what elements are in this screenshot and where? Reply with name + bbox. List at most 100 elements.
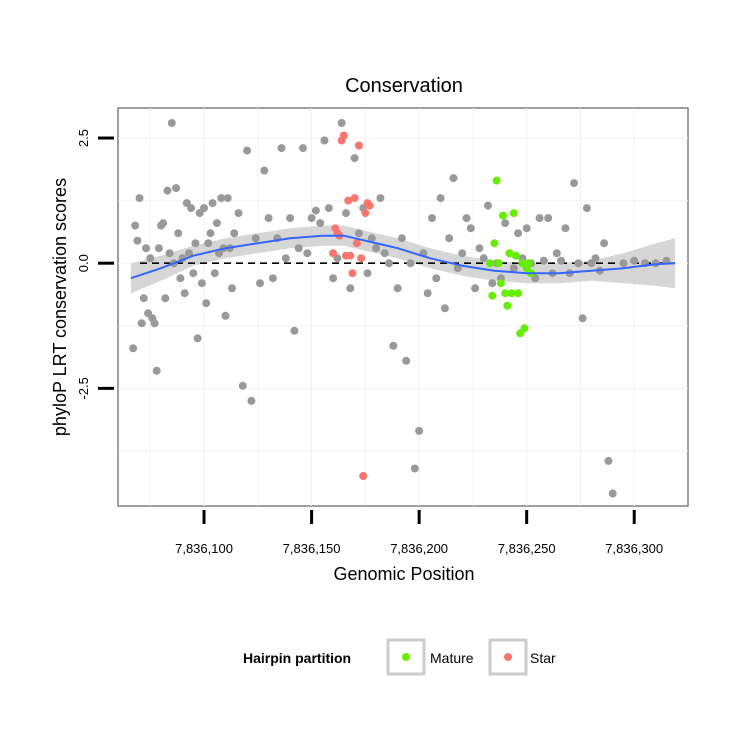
- point-other: [320, 136, 329, 145]
- point-other: [294, 244, 303, 253]
- point-other: [165, 249, 174, 258]
- point-other: [501, 219, 510, 228]
- point-star: [359, 472, 368, 480]
- point-other: [428, 214, 436, 223]
- plot-panel: [117, 107, 689, 507]
- point-other: [204, 239, 213, 248]
- point-other: [234, 209, 243, 218]
- point-other: [135, 194, 144, 203]
- point-other: [619, 259, 628, 268]
- point-star: [361, 209, 370, 218]
- point-other: [367, 234, 376, 243]
- point-other: [180, 289, 189, 298]
- point-other: [393, 284, 402, 293]
- point-star: [344, 196, 353, 205]
- point-other: [206, 229, 215, 238]
- point-mature: [492, 176, 501, 185]
- point-other: [574, 259, 583, 268]
- point-other: [243, 146, 252, 155]
- point-other: [410, 464, 419, 473]
- point-other: [311, 206, 320, 215]
- point-other: [342, 209, 350, 218]
- point-other: [363, 269, 372, 278]
- point-other: [445, 234, 454, 243]
- point-other: [372, 244, 381, 253]
- point-other: [484, 201, 492, 210]
- point-other: [163, 186, 172, 195]
- point-other: [578, 314, 587, 323]
- legend-entry-mature: Mature: [386, 638, 474, 676]
- chart-title: Conservation: [345, 75, 463, 97]
- x-tick-label: 7,836,200: [390, 541, 448, 556]
- point-star: [339, 131, 348, 140]
- point-other: [509, 264, 518, 273]
- point-mature: [490, 239, 499, 248]
- legend: Hairpin partition Mature Star: [243, 638, 556, 676]
- point-other: [176, 274, 185, 283]
- point-other: [217, 194, 226, 203]
- legend-entries: Mature Star: [386, 638, 556, 676]
- point-mature: [507, 289, 516, 298]
- point-other: [137, 319, 146, 328]
- point-mature: [496, 279, 505, 288]
- legend-swatch: [402, 653, 410, 661]
- point-other: [187, 204, 196, 213]
- legend-label: Star: [530, 650, 556, 666]
- point-other: [228, 284, 236, 293]
- x-tick-label: 7,836,100: [175, 541, 233, 556]
- point-other: [191, 239, 200, 248]
- y-tick-label: 0.0: [76, 254, 91, 272]
- legend-label: Mature: [430, 650, 474, 666]
- point-other: [142, 244, 150, 253]
- x-tick-label: 7,836,250: [498, 541, 556, 556]
- point-mature: [488, 291, 497, 300]
- point-other: [247, 396, 256, 405]
- point-mature: [514, 289, 523, 298]
- point-mature: [486, 259, 495, 268]
- y-tick-label: 2.5: [76, 129, 91, 147]
- point-star: [357, 254, 366, 263]
- x-tick-label: 7,836,300: [605, 541, 663, 556]
- point-other: [131, 221, 140, 230]
- point-other: [591, 254, 600, 263]
- point-other: [406, 259, 415, 268]
- point-mature: [501, 289, 510, 298]
- point-mature: [503, 301, 512, 310]
- point-other: [440, 304, 449, 313]
- point-other: [251, 234, 260, 243]
- point-other: [471, 284, 480, 293]
- point-other: [462, 214, 471, 223]
- point-other: [172, 184, 181, 193]
- point-other: [161, 294, 170, 303]
- point-mature: [511, 251, 520, 260]
- point-other: [415, 426, 424, 435]
- point-other: [299, 144, 307, 153]
- point-other: [354, 229, 363, 238]
- point-other: [159, 219, 168, 228]
- point-other: [221, 311, 230, 320]
- point-other: [397, 234, 406, 243]
- point-other: [329, 274, 338, 283]
- point-other: [535, 214, 544, 223]
- point-other: [600, 239, 609, 248]
- point-other: [389, 341, 398, 350]
- point-other: [154, 244, 163, 253]
- point-other: [423, 289, 432, 298]
- point-other: [256, 279, 264, 288]
- point-other: [479, 254, 488, 263]
- point-other: [539, 256, 548, 265]
- point-other: [139, 294, 148, 303]
- point-mature: [520, 324, 529, 333]
- point-other: [210, 269, 219, 278]
- point-other: [146, 254, 155, 263]
- point-other: [337, 119, 346, 127]
- point-other: [174, 229, 183, 238]
- point-other: [552, 249, 561, 258]
- point-other: [544, 214, 553, 223]
- point-other: [200, 204, 208, 213]
- point-other: [230, 229, 239, 238]
- point-other: [133, 236, 142, 245]
- point-mature: [505, 249, 514, 258]
- point-other: [449, 174, 458, 183]
